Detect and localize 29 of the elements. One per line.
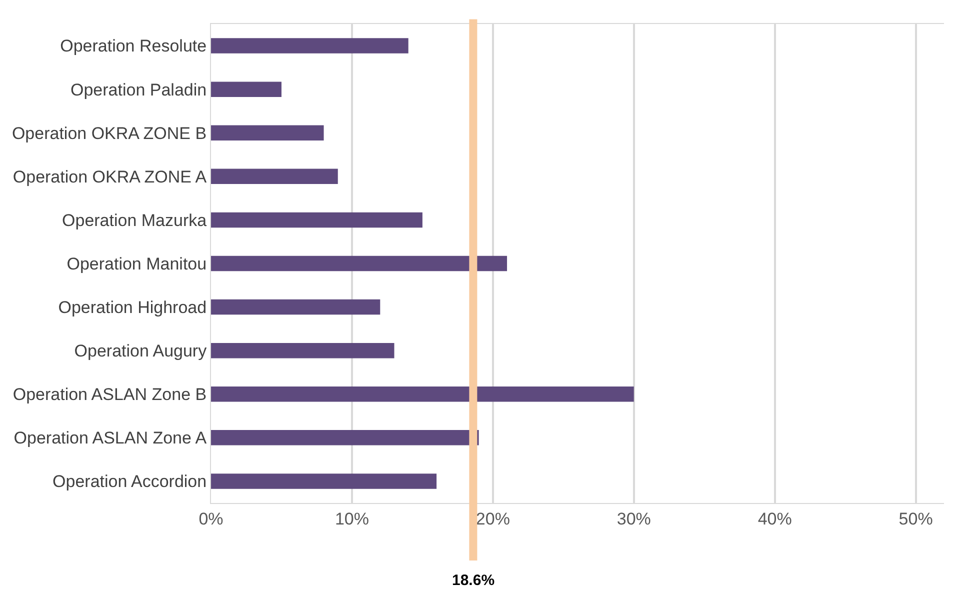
bar — [211, 38, 408, 54]
bar — [211, 299, 380, 315]
y-tick-label: Operation Mazurka — [62, 210, 208, 230]
y-tick-label: Operation Accordion — [52, 472, 207, 492]
y-tick-label: Operation Paladin — [70, 80, 207, 100]
y-tick-label: Operation ASLAN Zone A — [14, 428, 208, 448]
bar — [211, 386, 634, 402]
y-tick-label: Operation Manitou — [66, 254, 207, 274]
bar — [211, 212, 422, 228]
x-tick-label: 30% — [616, 509, 651, 528]
x-tick-label: 20% — [476, 509, 510, 528]
bar — [211, 430, 479, 446]
x-tick-label: 10% — [334, 509, 369, 528]
bar — [211, 168, 338, 184]
y-tick-label: Operation ASLAN Zone B — [12, 385, 207, 404]
y-tick-label: Operation Augury — [74, 342, 208, 361]
y-tick-label: Operation Resolute — [60, 36, 207, 56]
y-tick-label: Operation Highroad — [58, 298, 207, 317]
bar — [211, 342, 394, 358]
x-tick-label: 0% — [198, 509, 224, 528]
x-tick-label: 50% — [898, 509, 933, 528]
ref-line-label: 18.6% — [452, 572, 495, 589]
y-tick-label: Operation OKRA ZONE B — [12, 124, 207, 143]
y-tick-label: Operation OKRA ZONE A — [12, 167, 208, 186]
bar — [211, 474, 437, 489]
bar — [211, 256, 508, 272]
bar — [211, 82, 282, 97]
bar — [211, 125, 324, 140]
x-tick-label: 40% — [758, 509, 792, 528]
